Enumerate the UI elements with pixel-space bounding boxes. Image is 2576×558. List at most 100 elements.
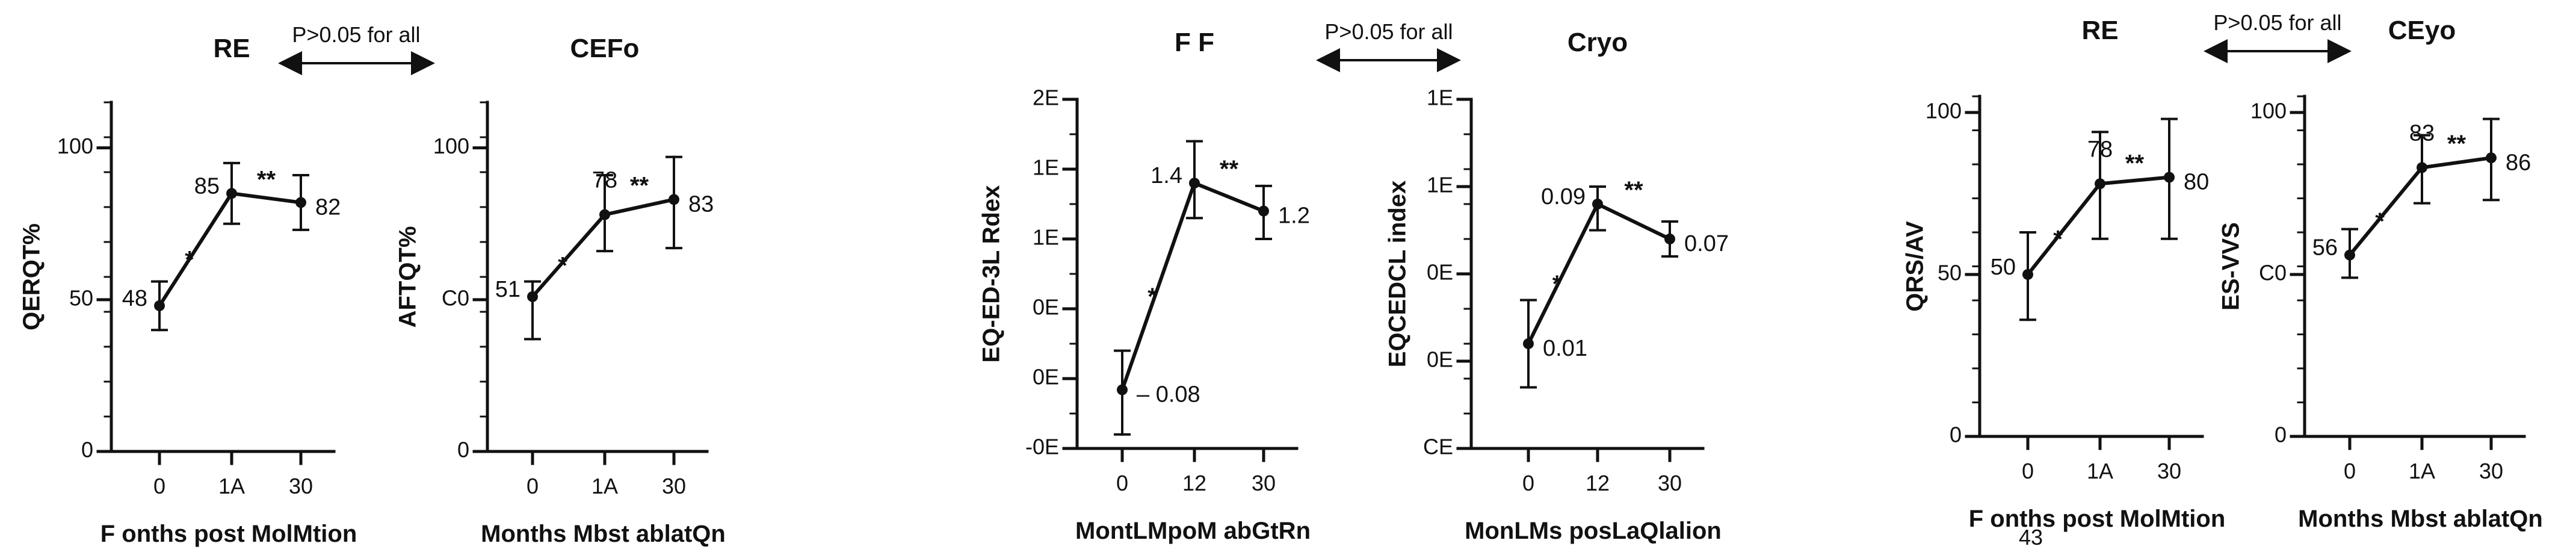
comparison-label: P>0.05 for all <box>292 22 420 47</box>
data-point <box>2486 152 2497 164</box>
x-axis-label: F onths post MolMtion <box>100 521 357 547</box>
chart-title: CEyo <box>2388 16 2456 45</box>
significance-marker: ** <box>2125 150 2145 177</box>
x-axis-label: MontLMpoM abGtRn <box>1075 518 1311 544</box>
x-tick-label: 30 <box>1658 471 1682 495</box>
significance-marker: * <box>185 247 194 273</box>
data-label: 83 <box>688 191 714 217</box>
data-label: 78 <box>2087 137 2113 162</box>
x-tick-label: 1A <box>2409 459 2435 483</box>
y-axis-label: QERQT% <box>19 223 45 330</box>
y-tick-label: 0E <box>1033 365 1059 389</box>
x-tick-label: 30 <box>662 474 686 498</box>
data-label: 1.4 <box>1151 163 1182 188</box>
y-tick-label: 2E <box>1033 85 1059 110</box>
chart-title: RE <box>213 34 250 63</box>
data-label: 82 <box>315 194 341 220</box>
series-line <box>158 191 301 307</box>
x-axis-label: MonLMs posLaQlalion <box>1465 518 1722 544</box>
data-point <box>1664 234 1675 244</box>
y-axis-label: QRS/AV <box>1902 221 1929 312</box>
significance-marker: * <box>1552 271 1562 297</box>
x-tick-label: 0 <box>2344 459 2356 483</box>
y-tick-label: C0 <box>2259 260 2287 285</box>
chart-title: Cryo <box>1568 28 1628 57</box>
series-line <box>2026 175 2170 276</box>
x-tick-label: 0 <box>153 474 165 498</box>
data-point <box>2344 249 2355 261</box>
data-point <box>154 300 165 311</box>
y-tick-label: 1E <box>1033 155 1059 180</box>
x-tick-label: 1A <box>218 474 245 498</box>
data-point <box>1592 199 1603 209</box>
significance-marker: ** <box>1220 156 1239 182</box>
data-label: 86 <box>2506 150 2531 175</box>
data-label: 0.07 <box>1684 231 1729 256</box>
y-tick-label: CE <box>1423 435 1453 459</box>
significance-marker: * <box>558 253 567 279</box>
x-tick-label: 30 <box>2157 459 2181 483</box>
y-tick-label: 0 <box>457 438 469 462</box>
y-tick-label: 100 <box>57 134 93 158</box>
comparison-label: P>0.05 for all <box>1324 19 1453 44</box>
x-tick-label: 12 <box>1586 471 1610 495</box>
comparison-label: P>0.05 for all <box>2213 10 2341 35</box>
data-point <box>527 291 538 302</box>
y-tick-label: 0E <box>1033 295 1059 320</box>
y-tick-label: -0E <box>1025 435 1059 459</box>
data-point <box>1117 384 1128 395</box>
y-tick-label: 0 <box>1950 423 1962 447</box>
chart-title: RE <box>2081 16 2118 45</box>
y-tick-label: 0 <box>2275 423 2287 447</box>
x-axis-label: Months Mbst ablatQn <box>481 521 726 547</box>
y-tick-label: 50 <box>1938 260 1962 285</box>
series-line <box>1527 202 1671 345</box>
y-axis-label: EQ-ED-3L Rdex <box>978 185 1005 363</box>
y-tick-label: 1E <box>1427 85 1453 110</box>
data-label: 56 <box>2312 235 2338 261</box>
data-label: 0.09 <box>1541 184 1586 209</box>
data-label: 50 <box>1991 255 2016 280</box>
data-point <box>1258 205 1269 217</box>
data-point <box>2095 178 2105 190</box>
significance-marker: * <box>2375 208 2385 235</box>
x-tick-label: 1A <box>591 474 618 498</box>
significance-marker: ** <box>630 172 649 199</box>
y-tick-label: 0E <box>1427 260 1453 285</box>
significance-marker: * <box>1147 284 1157 310</box>
x-tick-label: 0 <box>1116 471 1128 495</box>
x-axis-label: F onths post MolMtion <box>1969 506 2226 532</box>
data-point <box>669 194 679 205</box>
y-tick-label: 1E <box>1033 225 1059 250</box>
x-tick-label: 30 <box>1252 471 1276 495</box>
x-tick-label: 12 <box>1182 471 1206 495</box>
data-point <box>2022 268 2033 280</box>
data-label: 80 <box>2184 170 2209 195</box>
y-tick-label: 0 <box>81 438 93 462</box>
x-tick-label: 0 <box>527 474 539 498</box>
y-axis-label: AFTQT% <box>395 226 421 328</box>
chart-title: CEFo <box>570 34 640 63</box>
y-axis-label: EQCEDCL index <box>1385 181 1411 367</box>
significance-marker: ** <box>257 166 276 193</box>
series-line <box>1120 181 1265 391</box>
x-tick-label: 0 <box>2022 459 2034 483</box>
y-tick-label: C0 <box>442 285 469 310</box>
significance-marker: ** <box>1624 177 1643 203</box>
x-tick-label: 1A <box>2087 459 2113 483</box>
data-label: 0.01 <box>1543 336 1587 361</box>
x-tick-label: 30 <box>289 474 313 498</box>
y-tick-label: 0E <box>1427 347 1453 372</box>
data-point <box>295 197 306 208</box>
y-axis-label: ES-VVS <box>2218 222 2244 311</box>
y-tick-label: 1E <box>1427 173 1453 197</box>
data-label: – 0.08 <box>1137 382 1200 408</box>
data-label: 83 <box>2409 120 2435 146</box>
x-tick-label: 0 <box>1522 471 1534 495</box>
data-label: 85 <box>194 173 220 199</box>
data-label: 51 <box>495 277 520 302</box>
data-label: 78 <box>592 168 617 193</box>
data-point <box>226 188 237 199</box>
extra-label: 43 <box>2019 525 2043 550</box>
